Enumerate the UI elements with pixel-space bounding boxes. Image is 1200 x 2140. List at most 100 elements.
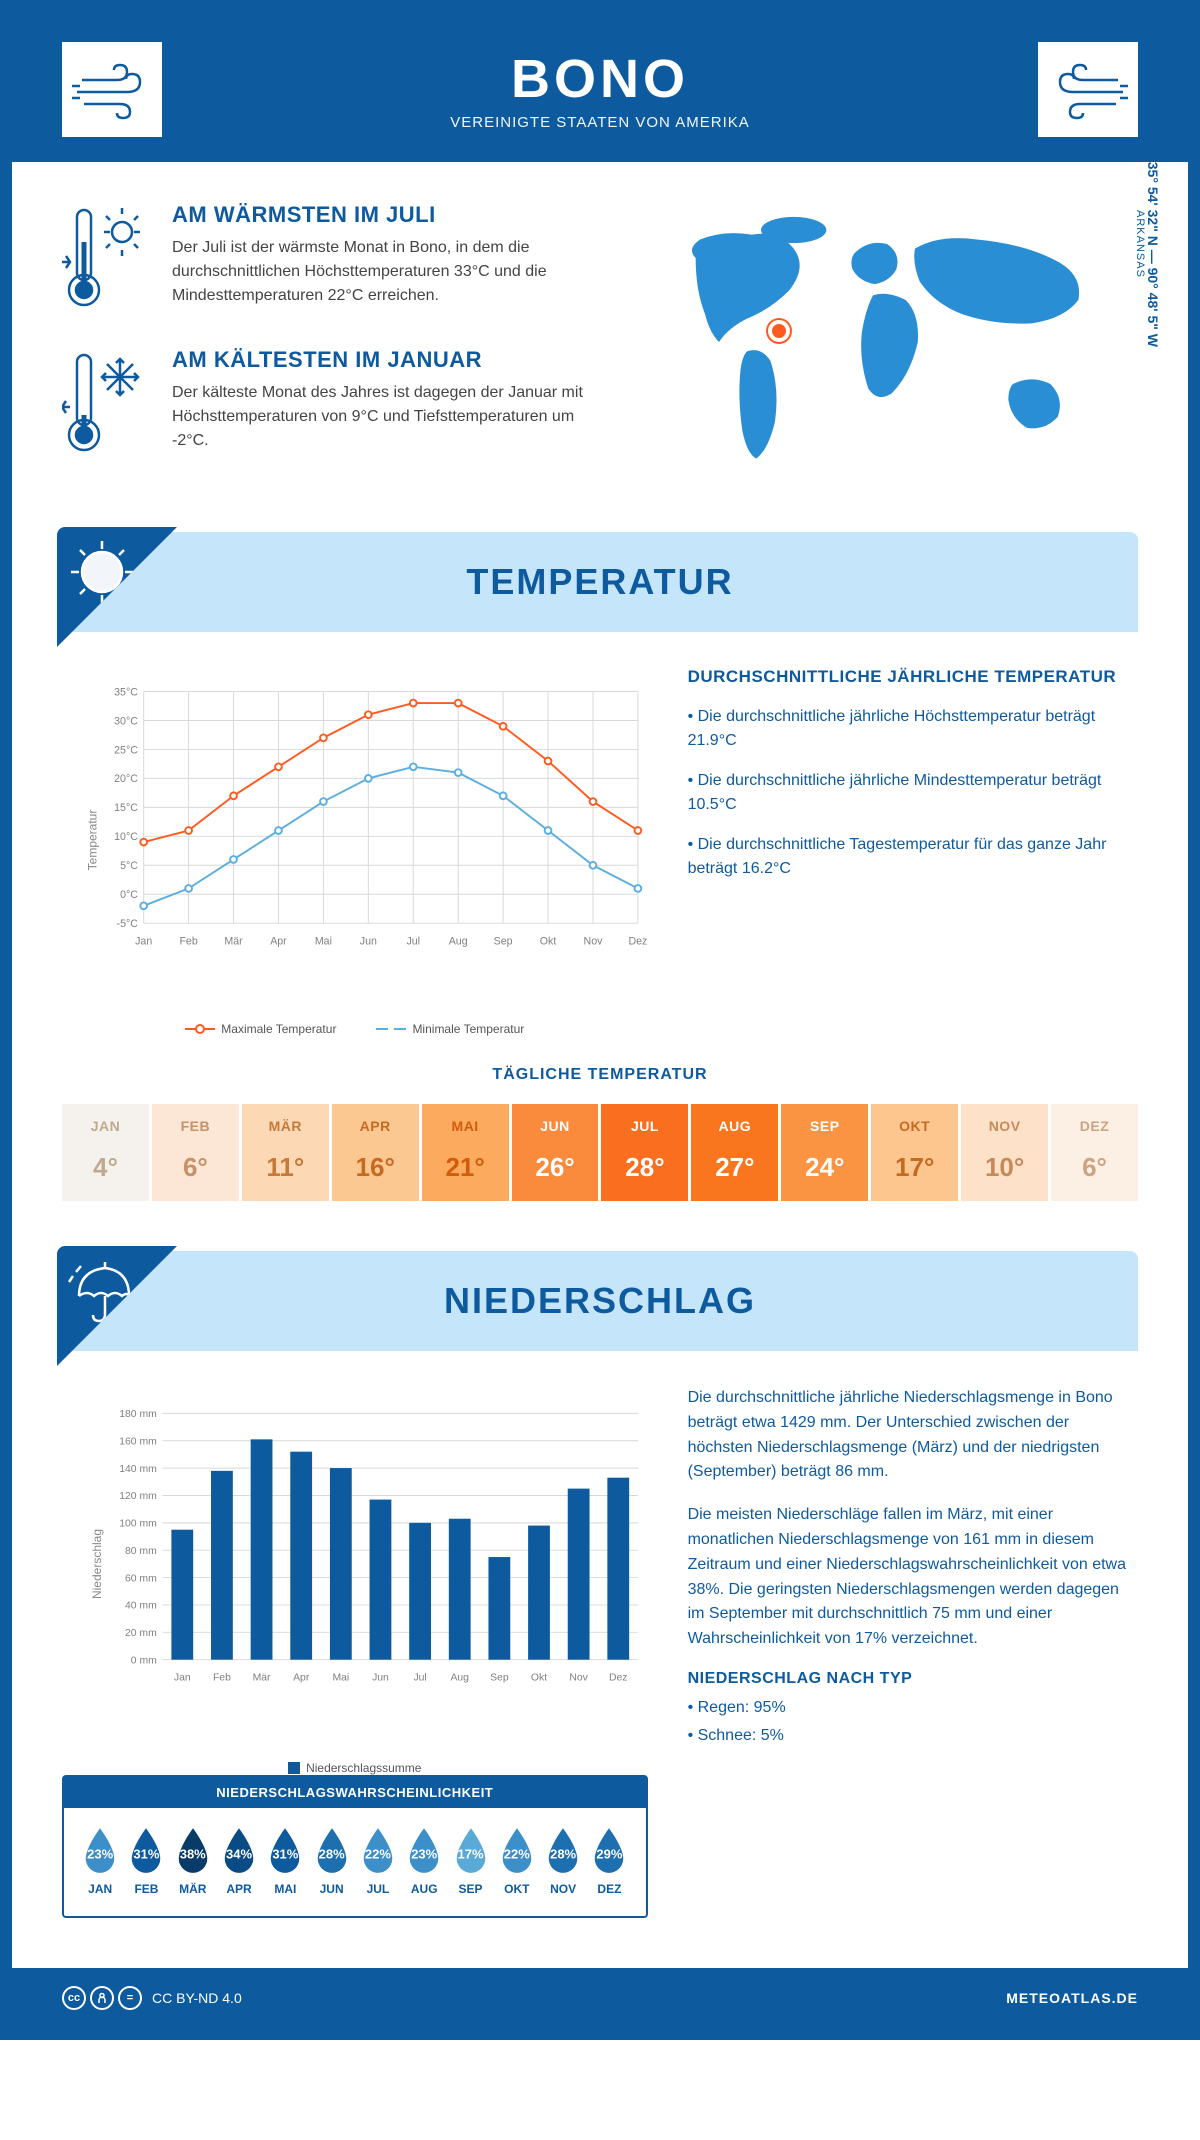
svg-text:15°C: 15°C	[114, 802, 138, 814]
temperature-header: TEMPERATUR	[62, 532, 1138, 632]
fact-coldest: AM KÄLTESTEN IM JANUAR Der kälteste Mona…	[62, 347, 605, 462]
temp-legend: #leg-max::after{border:2px solid #ff5a1f…	[62, 1022, 648, 1036]
probability-title: NIEDERSCHLAGSWAHRSCHEINLICHKEIT	[64, 1777, 646, 1808]
temperature-body: Temperatur -5°C0°C5°C10°C15°C20°C25°C30°…	[62, 667, 1138, 1036]
fact-warm-text: Der Juli ist der wärmste Monat in Bono, …	[172, 236, 605, 308]
license-text: CC BY-ND 4.0	[152, 1990, 242, 2006]
daily-temp-title: TÄGLICHE TEMPERATUR	[62, 1066, 1138, 1084]
wind-icon-left	[62, 42, 162, 137]
facts-column: AM WÄRMSTEN IM JULI Der Juli ist der wär…	[62, 202, 605, 492]
svg-text:Apr: Apr	[270, 935, 287, 947]
precip-p1: Die durchschnittliche jährliche Niedersc…	[688, 1386, 1138, 1485]
svg-text:5°C: 5°C	[120, 860, 138, 872]
thermometer-cold-icon	[62, 347, 152, 462]
probability-cell: 28% NOV	[542, 1826, 584, 1896]
wind-icon-right	[1038, 42, 1138, 137]
svg-text:120 mm: 120 mm	[119, 1491, 157, 1502]
header-title-block: BONO VEREINIGTE STAATEN VON AMERIKA	[162, 48, 1038, 131]
svg-text:Apr: Apr	[293, 1673, 310, 1684]
svg-text:Mai: Mai	[332, 1673, 349, 1684]
svg-text:20°C: 20°C	[114, 773, 138, 785]
svg-text:Feb: Feb	[179, 935, 197, 947]
coordinates: 35° 54' 32" N — 90° 48' 5" W	[1145, 162, 1161, 347]
probability-cell: 22% OKT	[496, 1826, 538, 1896]
location-marker	[768, 320, 790, 342]
temp-y-label: Temperatur	[85, 809, 99, 870]
svg-text:Jan: Jan	[135, 935, 152, 947]
svg-text:Okt: Okt	[531, 1673, 547, 1684]
svg-text:Sep: Sep	[490, 1673, 509, 1684]
svg-text:Jan: Jan	[174, 1673, 191, 1684]
svg-text:0 mm: 0 mm	[131, 1655, 157, 1666]
page-container: BONO VEREINIGTE STAATEN VON AMERIKA	[0, 0, 1200, 2040]
svg-text:Jul: Jul	[413, 1673, 426, 1684]
precip-type-title: NIEDERSCHLAG NACH TYP	[688, 1670, 1138, 1688]
probability-cell: 38% MÄR	[172, 1826, 214, 1896]
temperature-summary: DURCHSCHNITTLICHE JÄHRLICHE TEMPERATUR •…	[688, 667, 1138, 1036]
world-map	[645, 202, 1138, 482]
temp-bullet: • Die durchschnittliche jährliche Höchst…	[688, 705, 1138, 753]
daily-temp-cell: SEP24°	[781, 1104, 868, 1201]
site-name: METEOATLAS.DE	[1006, 1990, 1138, 2006]
temp-bullet: • Die durchschnittliche jährliche Mindes…	[688, 769, 1138, 817]
daily-temp-cell: JUN26°	[512, 1104, 599, 1201]
probability-box: NIEDERSCHLAGSWAHRSCHEINLICHKEIT 23% JAN …	[62, 1775, 648, 1918]
svg-text:40 mm: 40 mm	[125, 1601, 157, 1612]
thermometer-hot-icon	[62, 202, 152, 317]
country-name: VEREINIGTE STAATEN VON AMERIKA	[162, 114, 1038, 131]
daily-temp-cell: OKT17°	[871, 1104, 958, 1201]
daily-temp-cell: AUG27°	[691, 1104, 778, 1201]
fact-warm-title: AM WÄRMSTEN IM JULI	[172, 202, 605, 228]
precip-y-label: Niederschlag	[90, 1528, 104, 1598]
probability-cell: 31% MAI	[264, 1826, 306, 1896]
legend-max-label: Maximale Temperatur	[221, 1022, 336, 1036]
license-block: cc = CC BY-ND 4.0	[62, 1986, 242, 2010]
daily-temp-cell: APR16°	[332, 1104, 419, 1201]
page-footer: cc = CC BY-ND 4.0 METEOATLAS.DE	[12, 1968, 1188, 2028]
temp-summary-title: DURCHSCHNITTLICHE JÄHRLICHE TEMPERATUR	[688, 667, 1138, 687]
map-column: ARKANSAS 35° 54' 32" N — 90° 48' 5" W	[645, 202, 1138, 492]
svg-text:Mär: Mär	[253, 1673, 271, 1684]
svg-text:Jun: Jun	[372, 1673, 389, 1684]
page-header: BONO VEREINIGTE STAATEN VON AMERIKA	[12, 12, 1188, 162]
legend-precip-label: Niederschlagssumme	[306, 1761, 421, 1775]
precipitation-title: NIEDERSCHLAG	[444, 1280, 756, 1322]
temperature-chart: Temperatur -5°C0°C5°C10°C15°C20°C25°C30°…	[62, 667, 648, 1036]
svg-text:Nov: Nov	[584, 935, 604, 947]
svg-text:Okt: Okt	[540, 935, 557, 947]
precip-legend: Niederschlagssumme	[62, 1761, 648, 1775]
daily-temp-cell: MÄR11°	[242, 1104, 329, 1201]
probability-cell: 22% JUL	[357, 1826, 399, 1896]
daily-temp-cell: MAI21°	[422, 1104, 509, 1201]
svg-text:Jul: Jul	[406, 935, 420, 947]
cc-icons: cc =	[62, 1986, 142, 2010]
daily-temperature: TÄGLICHE TEMPERATUR JAN4°FEB6°MÄR11°APR1…	[62, 1066, 1138, 1201]
precip-type-bullet: • Regen: 95%	[688, 1696, 1138, 1720]
legend-min-label: Minimale Temperatur	[412, 1022, 524, 1036]
precipitation-body: Niederschlag 0 mm20 mm40 mm60 mm80 mm100…	[62, 1386, 1138, 1918]
precipitation-header: NIEDERSCHLAG	[62, 1251, 1138, 1351]
svg-text:Aug: Aug	[449, 935, 468, 947]
probability-cell: 17% SEP	[449, 1826, 491, 1896]
precipitation-left: Niederschlag 0 mm20 mm40 mm60 mm80 mm100…	[62, 1386, 648, 1918]
svg-text:10°C: 10°C	[114, 831, 138, 843]
daily-temp-cell: JUL28°	[601, 1104, 688, 1201]
svg-text:Dez: Dez	[609, 1673, 628, 1684]
probability-cell: 29% DEZ	[588, 1826, 630, 1896]
svg-text:30°C: 30°C	[114, 715, 138, 727]
svg-text:-5°C: -5°C	[117, 918, 139, 930]
svg-text:Mär: Mär	[224, 935, 243, 947]
precip-type-bullet: • Schnee: 5%	[688, 1724, 1138, 1748]
probability-cell: 23% JAN	[79, 1826, 121, 1896]
svg-text:Mai: Mai	[315, 935, 332, 947]
precipitation-text: Die durchschnittliche jährliche Niedersc…	[688, 1386, 1138, 1918]
fact-cold-title: AM KÄLTESTEN IM JANUAR	[172, 347, 605, 373]
svg-text:25°C: 25°C	[114, 744, 138, 756]
daily-temp-cell: FEB6°	[152, 1104, 239, 1201]
fact-warmest: AM WÄRMSTEN IM JULI Der Juli ist der wär…	[62, 202, 605, 317]
content-area: AM WÄRMSTEN IM JULI Der Juli ist der wär…	[12, 162, 1188, 1968]
temp-bullet: • Die durchschnittliche Tagestemperatur …	[688, 833, 1138, 881]
probability-cell: 34% APR	[218, 1826, 260, 1896]
probability-cell: 31% FEB	[125, 1826, 167, 1896]
daily-temp-cell: JAN4°	[62, 1104, 149, 1201]
